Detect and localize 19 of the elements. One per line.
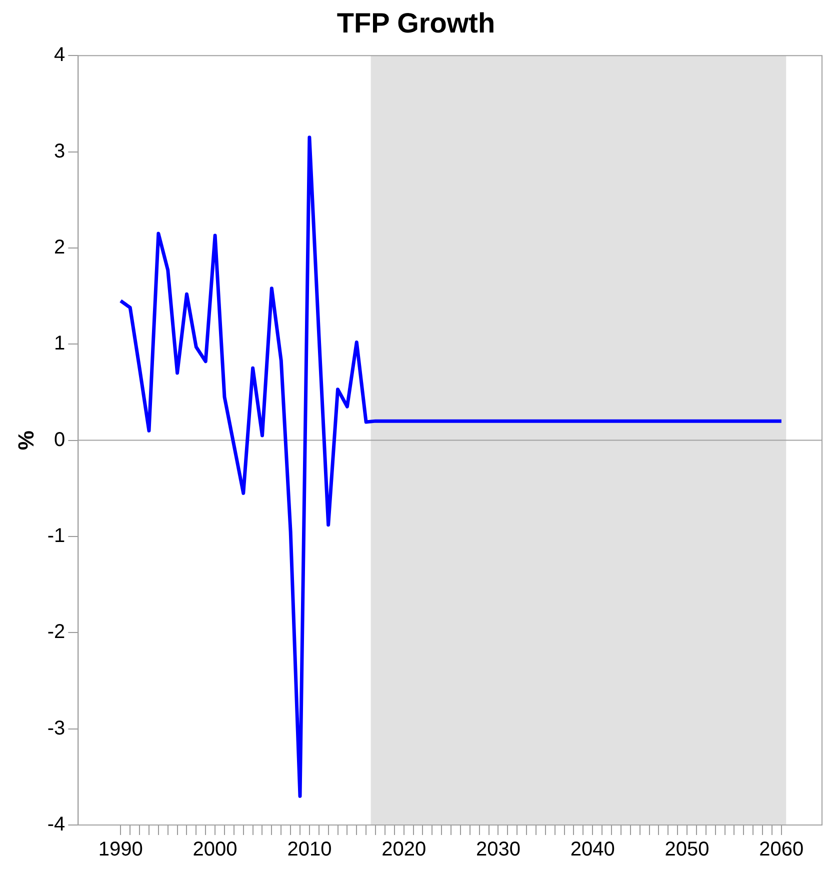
y-tick-label: 0 bbox=[54, 428, 66, 451]
y-axis-title: % bbox=[13, 430, 38, 450]
x-tick-label: 2050 bbox=[664, 838, 710, 861]
y-tick-label: -4 bbox=[47, 814, 66, 836]
x-tick-label: 2040 bbox=[570, 838, 615, 861]
x-tick-label: 2060 bbox=[759, 838, 804, 861]
y-tick-label: -3 bbox=[47, 717, 66, 740]
y-tick-label: -1 bbox=[47, 524, 66, 547]
y-tick-label: 2 bbox=[54, 236, 66, 258]
x-tick-label: 2010 bbox=[287, 838, 332, 861]
y-tick-label: 1 bbox=[54, 332, 66, 355]
y-tick-label: 4 bbox=[54, 44, 66, 66]
x-tick-label: 2000 bbox=[192, 838, 238, 861]
chart-title: TFP Growth bbox=[336, 8, 496, 39]
x-tick-label: 1990 bbox=[98, 838, 143, 861]
x-tick-label: 2030 bbox=[476, 838, 520, 861]
y-tick-label: 3 bbox=[54, 140, 66, 162]
x-tick-label: 2020 bbox=[382, 838, 426, 861]
y-tick-label: -2 bbox=[47, 621, 66, 644]
